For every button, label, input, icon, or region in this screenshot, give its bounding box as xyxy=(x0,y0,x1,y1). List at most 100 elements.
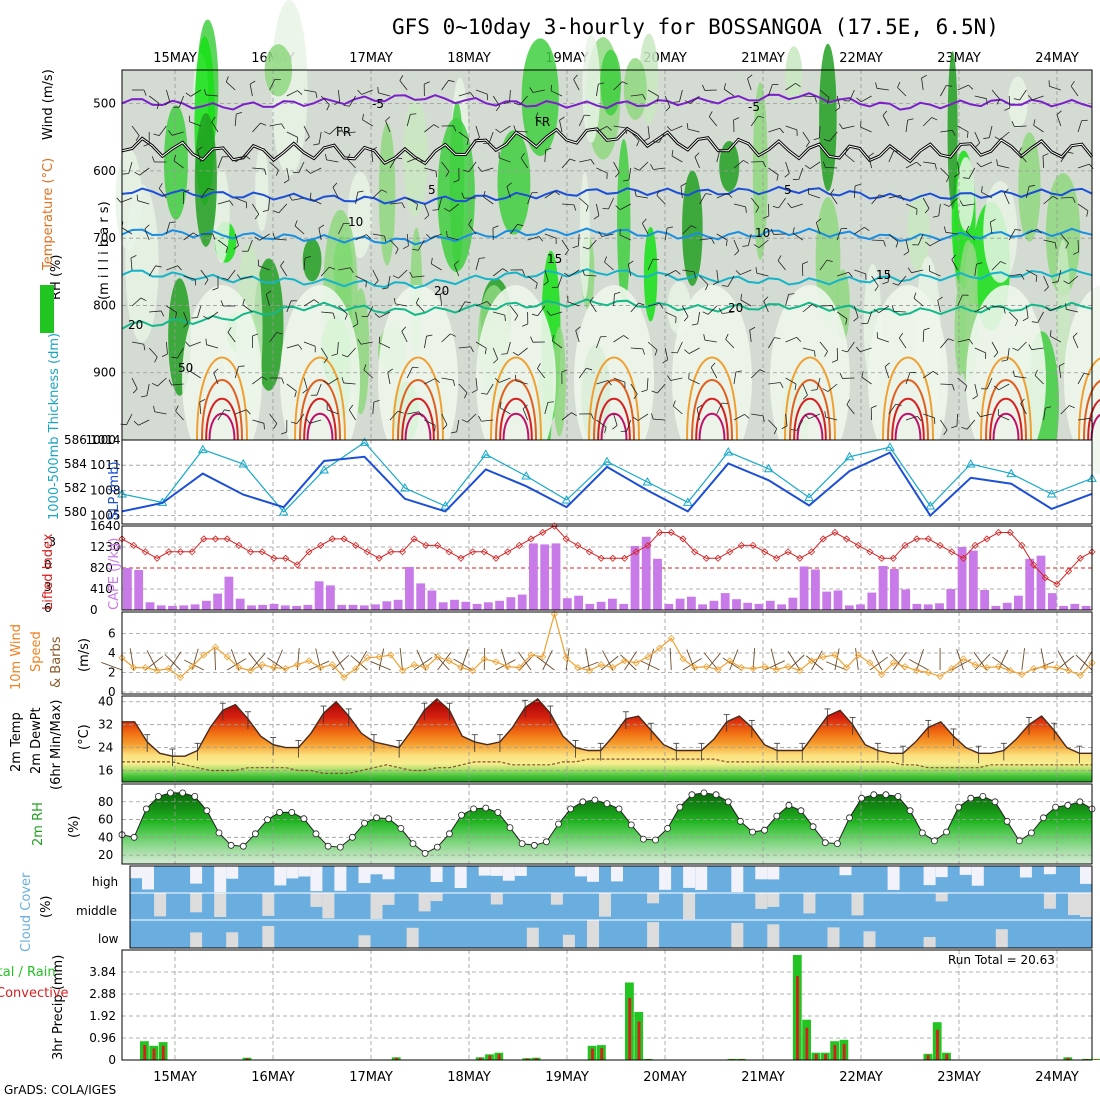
wind-barb-flag xyxy=(882,110,888,116)
wind-barb xyxy=(682,269,695,273)
rh2m-marker xyxy=(906,807,914,815)
wind10m-barb xyxy=(855,648,859,671)
lifted-index-marker xyxy=(550,522,558,530)
wind-barb-flag xyxy=(755,267,758,274)
lifted-index-marker xyxy=(492,554,500,562)
wind-barb xyxy=(596,203,600,216)
wind-barb-flag xyxy=(203,315,209,320)
warm-contour xyxy=(600,412,628,441)
wind-barb-flag xyxy=(705,193,712,195)
wind-barb xyxy=(498,157,511,163)
wind10m-barb xyxy=(639,659,660,671)
wind-barb-flag xyxy=(642,218,647,224)
wind-barb-flag xyxy=(981,186,983,193)
wind-barb-flag xyxy=(590,413,594,420)
rh2m-marker xyxy=(1076,798,1084,806)
wind-barb xyxy=(227,269,236,280)
wind-barb xyxy=(439,294,442,307)
thickness-marker xyxy=(1046,488,1057,498)
wind-barb-flag xyxy=(229,200,234,206)
precip-convective-bar xyxy=(143,1045,147,1060)
wind-barb xyxy=(492,347,499,360)
wind-barb-flag xyxy=(1033,119,1036,126)
wind10m-marker xyxy=(574,664,582,672)
wind-barb xyxy=(688,347,700,354)
wind-barb xyxy=(929,239,941,247)
wind-barb-flag xyxy=(953,173,960,178)
wind-barb-flag xyxy=(302,389,308,394)
wind-barb xyxy=(945,231,958,235)
wind-barb xyxy=(144,228,150,241)
wind-barb-flag xyxy=(1067,151,1074,154)
wind-barb-flag xyxy=(173,154,177,161)
wind10m-barb xyxy=(399,648,403,671)
cloud-cell xyxy=(1019,866,1032,878)
wind-barb xyxy=(349,95,356,107)
cloud-cell xyxy=(971,866,984,886)
wind-barb xyxy=(138,419,150,426)
cloud-cell xyxy=(274,866,287,886)
wind-barb-flag xyxy=(725,239,728,246)
wind-barb xyxy=(596,167,608,174)
wind-barb xyxy=(387,372,391,385)
rh2m-marker xyxy=(203,807,211,815)
wind-barb-flag xyxy=(522,404,528,410)
cape-bar xyxy=(562,598,572,610)
wind-barb xyxy=(596,84,599,97)
wind-barb xyxy=(166,305,177,313)
wind-barb xyxy=(733,414,745,421)
wind-barb xyxy=(355,192,359,205)
lifted-index-marker xyxy=(574,541,582,549)
temperature-contour--5 xyxy=(121,92,1093,111)
wind-barb-flag xyxy=(415,297,420,304)
wind-barb xyxy=(1043,408,1046,421)
cloud-cell xyxy=(418,893,431,912)
warm-contour xyxy=(499,397,533,441)
wind-barb-flag xyxy=(513,125,517,132)
wind10m-marker xyxy=(831,651,839,659)
lifted-index-marker xyxy=(504,548,512,556)
wind-barb-flag xyxy=(1035,275,1038,282)
pressure-tick-label: 500 xyxy=(93,97,116,111)
cape-bar xyxy=(901,589,911,610)
wind-barb xyxy=(808,193,821,199)
wind10m-marker xyxy=(761,663,769,671)
wind10m-marker xyxy=(375,653,383,661)
warm-contour xyxy=(891,397,925,441)
wind-barb xyxy=(725,339,735,349)
wind-barb-flag xyxy=(212,287,219,291)
wind-barb-flag xyxy=(543,281,549,286)
wind-barb xyxy=(483,196,494,205)
contour-label-20: 20 xyxy=(728,301,743,315)
wind10m-marker xyxy=(246,666,255,675)
cloud-cell xyxy=(190,932,203,948)
wind-barb-flag xyxy=(1072,332,1078,338)
wind-barb xyxy=(379,342,391,349)
wind-barb xyxy=(401,331,408,343)
wind-barb-flag xyxy=(313,143,320,146)
lifted-index-marker xyxy=(609,554,617,562)
wind-barb-flag xyxy=(823,138,830,142)
wind10m-marker xyxy=(340,673,348,681)
wind-barb xyxy=(860,95,872,103)
wind-barb-flag xyxy=(727,193,733,198)
wind-barb-flag xyxy=(1042,153,1049,157)
wind-barb xyxy=(481,167,494,172)
wind-barb-flag xyxy=(486,301,492,307)
temp2m-tick-label: 32 xyxy=(98,718,113,732)
lifted-index-marker xyxy=(387,548,395,556)
precip-convective-bar xyxy=(395,1057,398,1060)
top-date-label: 23MAY xyxy=(937,51,981,66)
wind-barb-flag xyxy=(873,308,880,314)
wind-barb xyxy=(468,224,477,235)
wind-barb-flag xyxy=(434,378,440,383)
rh2m-marker xyxy=(834,840,841,847)
wind-barb-flag xyxy=(711,238,715,245)
wind-barb-flag xyxy=(622,179,630,182)
cape-tick-label: 1640 xyxy=(90,519,121,533)
lifted-index-marker xyxy=(924,535,932,543)
run-total-label: Run Total = 20.63 xyxy=(948,953,1055,967)
wind-barb xyxy=(338,267,351,271)
temp2m-tick-label: 16 xyxy=(98,764,113,778)
wind-barb-flag xyxy=(976,162,982,168)
